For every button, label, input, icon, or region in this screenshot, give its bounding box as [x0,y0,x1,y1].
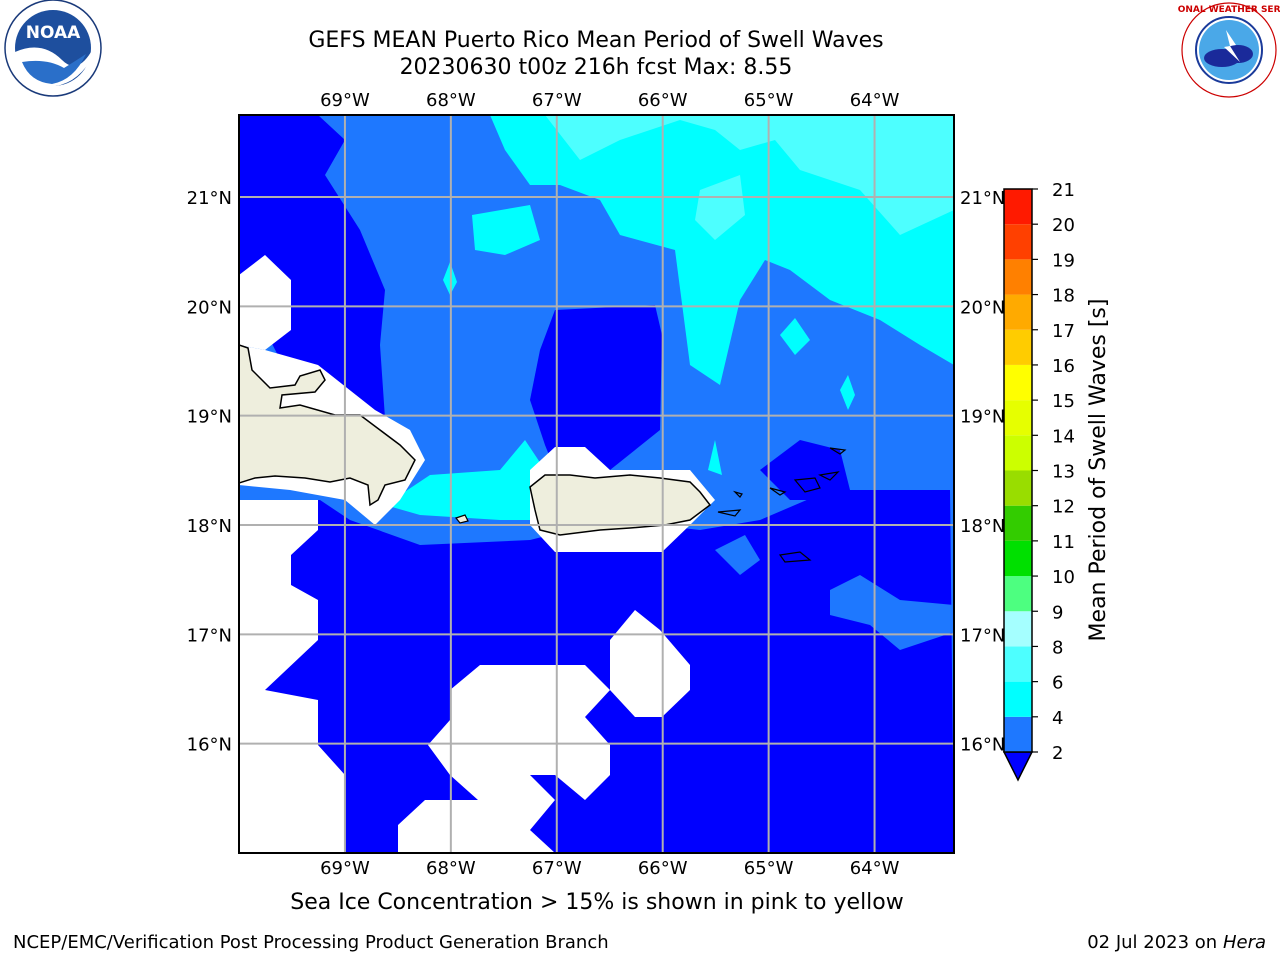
swell-region-4-6s-spot1 [780,318,810,355]
lat-label-left: 19°N [187,407,232,428]
lon-label-bottom: 68°W [426,858,476,879]
graticule [239,115,954,853]
colorbar-tick-label: 15 [1052,391,1075,412]
chart-subtitle: 20230630 t00z 216h fcst Max: 8.55 [399,55,793,80]
colorbar-segment [1004,364,1032,401]
colorbar-tick-label: 12 [1052,497,1075,518]
lat-label-right: 16°N [960,735,1005,756]
colorbar-segment [1004,435,1032,471]
swell-region-4-6s-coast [385,440,545,520]
colorbar-tick-label: 2 [1052,743,1063,764]
noaa-logo-text: NOAA [26,23,81,43]
nws-logo-ring-text: NATIONAL WEATHER SERVICE [1178,5,1280,15]
swell-region-6-8s-inner [695,175,745,240]
lat-label-left: 17°N [187,625,232,646]
lon-label-top: 68°W [426,90,476,111]
no-data-area-west [239,255,291,350]
lon-label-top: 66°W [638,90,688,111]
colorbar-segment [1004,646,1032,682]
colorbar-tick-label: 6 [1052,673,1063,694]
hispaniola-landmass [239,344,416,507]
lon-label-top: 65°W [744,90,794,111]
colorbar-ticks: 2 4 6 8 9 10 11 12 13 14 15 16 17 18 19 20 21 [1032,180,1075,764]
colorbar-tick-label: 14 [1052,426,1075,447]
colorbar-tick-label: 9 [1052,602,1063,623]
sea-ice-note: Sea Ice Concentration > 15% is shown in … [290,890,904,915]
noaa-logo: NOAA [4,0,102,97]
colorbar-tick-label: 21 [1052,180,1075,201]
lat-label-left: 16°N [187,735,232,756]
colorbar-segment [1004,189,1032,225]
lat-label-left: 18°N [187,516,232,537]
longitude-labels-top: 69°W 68°W 67°W 66°W 65°W 64°W [320,90,900,111]
colorbar-segment [1004,470,1032,506]
swell-region-under-2s-islands [760,440,850,500]
colorbar-tick-label: 4 [1052,708,1063,729]
swell-region-4-6s-patch [472,205,540,255]
footer-date-text: 02 Jul 2023 on [1087,932,1223,953]
colorbar-tick-label: 8 [1052,637,1063,658]
lon-label-bottom: 65°W [744,858,794,879]
lat-label-right: 17°N [960,625,1005,646]
chart-title: GEFS MEAN Puerto Rico Mean Period of Swe… [308,28,884,53]
lon-label-bottom: 66°W [638,858,688,879]
lon-label-bottom: 69°W [320,858,370,879]
latitude-labels-left: 21°N 20°N 19°N 18°N 17°N 16°N [187,188,232,756]
colorbar-tick-label: 19 [1052,250,1075,271]
swell-region-6-8s-northeast [545,115,954,235]
colorbar-segment [1004,576,1032,612]
swell-region-2-4s-spot [715,535,760,575]
lat-label-right: 20°N [960,297,1005,318]
lon-label-top: 69°W [320,90,370,111]
colorbar-segment [1004,224,1032,260]
small-island-mona [454,514,469,524]
colorbar-segment [1004,716,1032,752]
lat-label-right: 21°N [960,188,1005,209]
swell-region-4-6s-spot3 [708,440,722,475]
lon-label-top: 64°W [850,90,900,111]
swell-region-2-4s-south [830,575,954,650]
colorbar [1002,188,1034,782]
nws-logo: NATIONAL WEATHER SERVICE [1178,2,1280,98]
colorbar-segment [1004,681,1032,717]
colorbar-tick-label: 17 [1052,321,1075,342]
colorbar-label: Mean Period of Swell Waves [s] [1086,299,1111,642]
colorbar-tick-label: 20 [1052,215,1075,236]
footer-date: 02 Jul 2023 on Hera [1087,932,1266,953]
latitude-labels-right: 21°N 20°N 19°N 18°N 17°N 16°N [960,188,1005,756]
colorbar-segment [1004,329,1032,365]
lon-label-bottom: 64°W [850,858,900,879]
colorbar-segment [1004,540,1032,577]
colorbar-segment [1004,294,1032,330]
colorbar-tick-label: 16 [1052,356,1075,377]
puerto-rico-landmass [529,474,712,536]
colorbar-segment [1004,259,1032,295]
lat-label-left: 20°N [187,297,232,318]
swell-region-4-6s-spot2 [840,375,855,410]
colorbar-tick-label: 13 [1052,462,1075,483]
swell-region-under-2s-north [239,115,385,418]
colorbar-tick-label: 18 [1052,286,1075,307]
swell-region-under-2s-center [530,305,662,470]
colorbar-tick-label: 11 [1052,532,1075,553]
longitude-labels-bottom: 69°W 68°W 67°W 66°W 65°W 64°W [320,858,900,879]
lon-label-top: 67°W [532,90,582,111]
lat-label-right: 19°N [960,407,1005,428]
footer-branch: NCEP/EMC/Verification Post Processing Pr… [13,932,609,953]
colorbar-extend-min [1002,751,1034,782]
footer-host: Hera [1222,932,1266,953]
colorbar-segment [1004,611,1032,647]
lat-label-left: 21°N [187,188,232,209]
virgin-islands [717,447,847,563]
no-data-area-south-1 [610,610,690,717]
colorbar-segment [1004,400,1032,436]
swell-region-under-2s-south [239,490,954,853]
colorbar-tick-label: 10 [1052,567,1075,588]
lon-label-bottom: 67°W [532,858,582,879]
map-frame [238,114,955,854]
colorbar-segment [1004,505,1032,541]
lat-label-right: 18°N [960,516,1005,537]
no-data-area-southwest [239,500,345,853]
